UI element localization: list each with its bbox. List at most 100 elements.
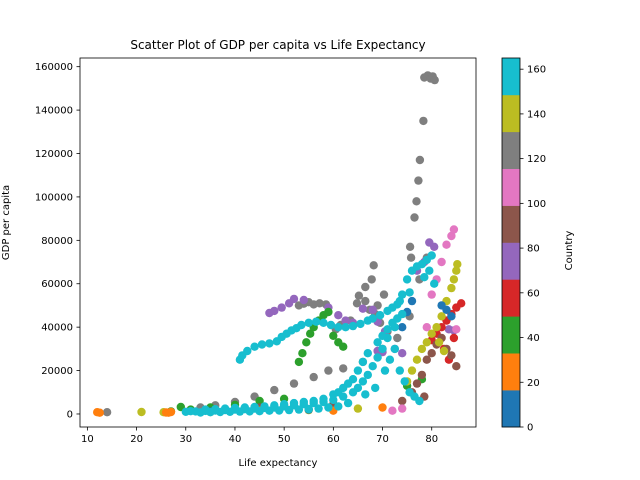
colorbar-tick-label: 100: [527, 199, 546, 210]
data-point: [422, 338, 431, 347]
data-point: [417, 370, 427, 380]
chart-title: Scatter Plot of GDP per capita vs Life E…: [130, 38, 425, 52]
data-point: [299, 397, 308, 407]
colorbar: 0 20 40 60 80 100 120 140 160: [501, 57, 546, 434]
data-point: [319, 394, 328, 403]
data-point: [380, 366, 390, 375]
y-tick-label: 0: [67, 409, 73, 420]
data-point: [452, 266, 461, 275]
x-tick-label: 50: [278, 434, 291, 445]
data-point: [432, 323, 441, 332]
y-tick-label: 160000: [35, 62, 73, 73]
data-point: [447, 231, 456, 241]
data-point: [378, 331, 387, 340]
data-point: [442, 305, 451, 314]
data-point: [270, 306, 279, 316]
data-point: [334, 402, 343, 411]
data-point: [427, 349, 436, 358]
y-axis-label: GDP per capita: [1, 185, 12, 260]
data-point: [430, 75, 439, 85]
data-point: [371, 383, 380, 393]
data-point: [449, 333, 459, 343]
data-point: [442, 240, 451, 249]
data-point: [410, 213, 419, 222]
data-point: [437, 257, 446, 267]
data-point: [368, 314, 377, 323]
data-point: [354, 291, 364, 300]
colorbar-segment: [502, 168, 520, 206]
data-point: [373, 353, 382, 362]
data-point: [449, 275, 459, 284]
data-point: [339, 364, 348, 373]
data-point: [186, 407, 195, 416]
data-point: [373, 338, 382, 347]
colorbar-frame: [501, 57, 521, 428]
data-point: [452, 362, 461, 371]
colorbar-segment: [502, 279, 520, 317]
data-point: [348, 388, 358, 397]
data-point: [395, 366, 404, 375]
plot-frame: [79, 57, 477, 428]
x-tick-label: 60: [327, 434, 340, 445]
x-tick-label: 80: [425, 434, 438, 445]
colorbar-segment: [502, 131, 520, 169]
data-point: [353, 404, 363, 413]
data-point: [257, 340, 267, 349]
data-point: [363, 370, 372, 380]
data-point: [430, 242, 439, 251]
data-point: [137, 407, 146, 417]
data-point: [393, 333, 402, 343]
data-point: [343, 398, 353, 408]
data-point: [367, 275, 376, 284]
data-point: [361, 390, 370, 399]
data-point: [353, 366, 363, 375]
data-point: [407, 366, 417, 375]
data-point: [390, 344, 399, 354]
y-tick-label: 60000: [41, 279, 73, 290]
data-point: [289, 379, 299, 388]
x-tick-label: 10: [81, 434, 94, 445]
y-tick-label: 140000: [35, 106, 73, 117]
colorbar-segment: [502, 353, 520, 391]
data-point: [417, 344, 427, 354]
data-point: [369, 261, 378, 270]
data-point: [279, 400, 289, 409]
data-point: [385, 355, 395, 364]
data-point: [425, 266, 434, 275]
colorbar-tick-label: 120: [527, 154, 546, 165]
data-point: [102, 408, 112, 417]
data-point: [260, 402, 269, 411]
x-tick-label: 20: [130, 434, 143, 445]
data-point: [294, 301, 304, 310]
data-point: [304, 404, 313, 414]
data-point: [412, 197, 421, 206]
data-point: [341, 323, 350, 332]
data-point: [437, 312, 446, 321]
data-point: [299, 295, 308, 305]
data-point: [334, 311, 343, 320]
data-point: [447, 312, 456, 321]
data-point: [420, 273, 429, 282]
data-point: [361, 282, 370, 292]
data-point: [309, 372, 318, 382]
data-point: [395, 296, 404, 306]
data-point: [427, 329, 436, 338]
data-point: [383, 325, 392, 334]
data-point: [240, 403, 249, 412]
data-point: [434, 338, 444, 347]
data-point: [447, 283, 456, 293]
data-point: [250, 402, 259, 412]
data-point: [375, 311, 385, 320]
data-point: [326, 320, 336, 330]
data-point: [368, 305, 377, 314]
data-point: [402, 275, 412, 284]
colorbar-tick-label: 160: [527, 65, 546, 76]
data-point: [309, 396, 318, 406]
data-point: [329, 390, 338, 399]
y-tick-label: 40000: [41, 323, 73, 334]
colorbar-segment: [502, 316, 520, 354]
data-point: [439, 346, 449, 356]
data-point: [270, 385, 279, 395]
data-point: [166, 407, 176, 417]
data-point: [250, 342, 259, 351]
